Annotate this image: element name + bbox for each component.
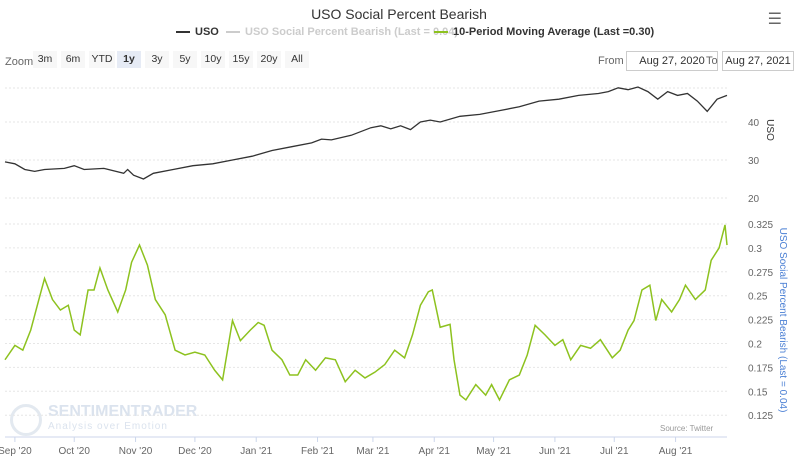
ma-series-line [4, 224, 728, 402]
source-credit: Source: Twitter [660, 424, 714, 433]
legend-ma[interactable]: 10-Period Moving Average (Last =0.30) [434, 26, 654, 38]
x-tick-label: Oct '20 [59, 446, 91, 457]
zoom-button-6m[interactable]: 6m [61, 51, 85, 68]
x-tick-label: Jan '21 [240, 446, 272, 457]
from-date-input[interactable]: Aug 27, 2020 [626, 51, 718, 71]
x-tick-label: Sep '20 [0, 446, 32, 457]
uso-series-line [4, 86, 728, 180]
ma-tick-label: 0.225 [748, 316, 773, 327]
x-tick-label: Feb '21 [301, 446, 334, 457]
hamburger-icon[interactable]: ☰ [767, 11, 782, 28]
ma-tick-label: 0.2 [748, 340, 762, 351]
ma-tick-label: 0.25 [748, 292, 768, 303]
ma-axis-title: USO Social Percent Bearish (Last = 0.04) [777, 228, 788, 413]
legend-label: 10-Period Moving Average (Last =0.30) [453, 26, 655, 38]
from-label: From [598, 55, 624, 67]
to-label: To [706, 55, 718, 67]
zoom-button-5y[interactable]: 5y [173, 51, 197, 68]
zoom-button-ytd[interactable]: YTD [89, 51, 115, 68]
ma-tick-label: 0.325 [748, 220, 773, 231]
x-tick-label: Dec '20 [178, 446, 212, 457]
x-tick-label: Apr '21 [419, 446, 451, 457]
ma-tick-label: 0.125 [748, 411, 773, 422]
uso-tick-label: 20 [748, 194, 760, 205]
watermark-logo-icon [10, 404, 42, 436]
zoom-button-20y[interactable]: 20y [257, 51, 281, 68]
ma-tick-label: 0.15 [748, 387, 768, 398]
uso-tick-label: 30 [748, 156, 760, 167]
ma-tick-label: 0.175 [748, 363, 773, 374]
zoom-button-10y[interactable]: 10y [201, 51, 225, 68]
zoom-button-3m[interactable]: 3m [33, 51, 57, 68]
x-tick-label: May '21 [476, 446, 511, 457]
legend-bearish[interactable]: USO Social Percent Bearish (Last = 0.04) [226, 26, 458, 38]
x-tick-label: Mar '21 [356, 446, 389, 457]
legend-uso[interactable]: USO [176, 26, 219, 38]
ma-tick-label: 0.275 [748, 268, 773, 279]
x-tick-label: Aug '21 [659, 446, 693, 457]
zoom-button-3y[interactable]: 3y [145, 51, 169, 68]
legend-label: USO Social Percent Bearish (Last = 0.04) [245, 26, 459, 38]
watermark: SENTIMENTRADER [48, 403, 198, 420]
uso-axis-title: USO [764, 119, 775, 141]
zoom-button-all[interactable]: All [285, 51, 309, 68]
zoom-button-1y[interactable]: 1y [117, 51, 141, 68]
x-tick-label: Jul '21 [600, 446, 629, 457]
watermark-sub: Analysis over Emotion [48, 421, 168, 432]
ma-tick-label: 0.3 [748, 244, 762, 255]
x-tick-label: Jun '21 [539, 446, 571, 457]
chart-title: USO Social Percent Bearish [311, 6, 487, 22]
zoom-label: Zoom [5, 56, 34, 68]
legend-label: USO [195, 26, 219, 38]
uso-tick-label: 40 [748, 118, 760, 129]
zoom-button-15y[interactable]: 15y [229, 51, 253, 68]
to-date-input[interactable]: Aug 27, 2021 [722, 51, 794, 71]
x-tick-label: Nov '20 [119, 446, 153, 457]
